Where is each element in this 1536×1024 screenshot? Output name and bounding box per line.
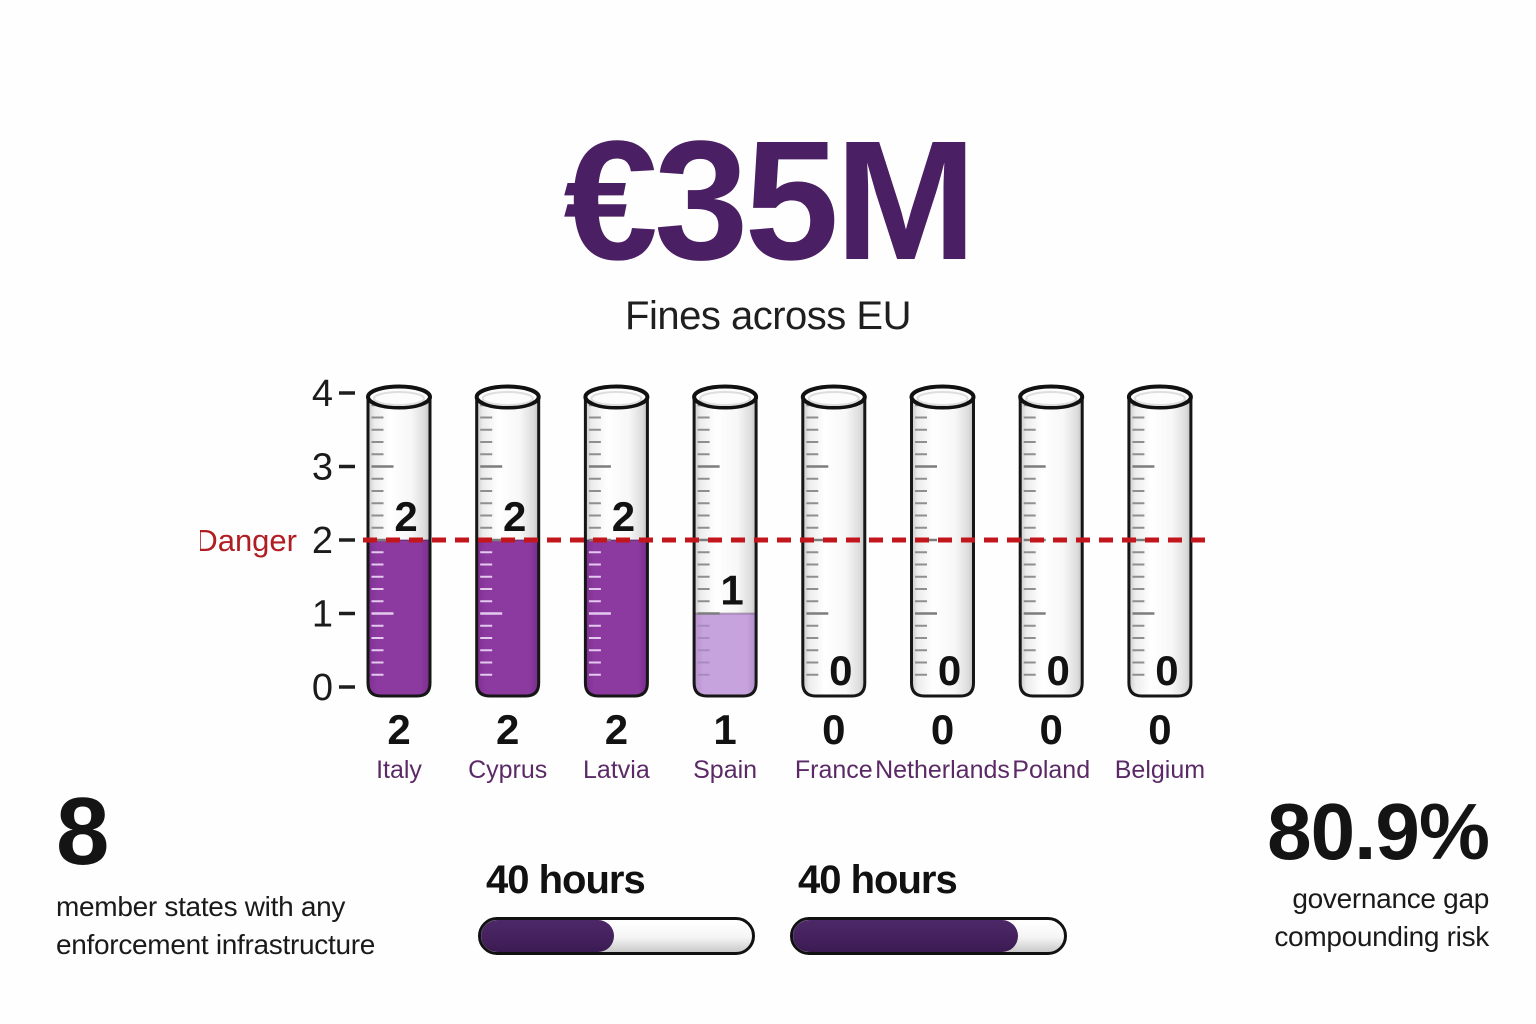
tube-mouth-inner [699, 391, 752, 406]
progress-2-track [790, 917, 1067, 955]
progress-group-2: 40 hours [790, 858, 1067, 955]
country-label: Cyprus [468, 756, 547, 784]
tube-mouth-inner [1025, 391, 1078, 406]
tube-netherlands: 0 0 Netherlands [875, 384, 1010, 784]
stat-governance-gap-line2: compounding risk [1274, 921, 1489, 952]
tube-fill [476, 540, 539, 696]
tube-glass [911, 397, 974, 696]
bar-value-label: 1 [713, 706, 736, 753]
tube-mouth-inner [807, 391, 860, 406]
tube-spain: 1 1 Spain [692, 384, 759, 784]
tube-glass [1128, 397, 1191, 696]
tube-mouth [583, 384, 650, 410]
tube-value-label: 0 [1047, 647, 1070, 694]
tube-outline [583, 397, 649, 698]
tube-mouth [474, 384, 541, 410]
tube-mouth-inner [481, 391, 534, 406]
tube-glass [802, 397, 865, 696]
tube-mouth-inner [1133, 391, 1186, 406]
stat-member-states: 8 member states with any enforcement inf… [56, 784, 375, 964]
tube-value-label: 0 [829, 647, 852, 694]
tube-latvia: 2 2 Latvia [583, 384, 650, 784]
country-label: Spain [693, 756, 757, 784]
stat-governance-gap: 80.9% governance gap compounding risk [1267, 787, 1490, 956]
headline-value: €35M [563, 106, 976, 296]
tube-value-label: 0 [1155, 647, 1178, 694]
y-axis-label-4: 4 [312, 373, 333, 415]
tube-mouth [800, 384, 867, 410]
tube-mouth [1018, 384, 1085, 410]
tube-mouth [692, 384, 759, 410]
tube-fill [585, 540, 648, 696]
bar-value-label: 0 [1040, 706, 1063, 753]
tube-fill [368, 540, 430, 696]
headline-subtitle: Fines across EU [625, 294, 911, 338]
y-axis-label-0: 0 [312, 667, 333, 709]
progress-group-1: 40 hours [478, 858, 755, 955]
tube-outline [475, 397, 541, 698]
country-label: Poland [1012, 756, 1090, 784]
tube-mouth [366, 384, 432, 410]
country-label: France [795, 756, 873, 784]
stat-governance-gap-value: 80.9% [1267, 787, 1490, 876]
tube-mouth [909, 384, 976, 410]
tube-france: 0 0 France [795, 384, 873, 784]
stat-governance-gap-caption: governance gap compounding risk [1267, 880, 1489, 956]
tube-mouth [1126, 384, 1193, 410]
progress-1-label: 40 hours [486, 858, 646, 902]
bar-value-label: 0 [1148, 706, 1171, 753]
tube-mouth-inner [916, 391, 969, 406]
tube-outline [1127, 397, 1193, 698]
tube-mouth-inner [373, 391, 425, 406]
stat-member-states-line1: member states with any [56, 891, 346, 922]
bar-value-label: 0 [931, 706, 954, 753]
tube-value-label: 2 [612, 493, 635, 540]
tube-poland: 0 0 Poland [1012, 384, 1090, 784]
tube-italy: 2 2 Italy [366, 384, 432, 784]
tube-outline [910, 397, 975, 698]
stat-governance-gap-line1: governance gap [1292, 883, 1489, 914]
country-label: Italy [376, 756, 422, 784]
tube-belgium: 0 0 Belgium [1115, 384, 1205, 784]
progress-1-track [478, 917, 755, 955]
tube-outline [1018, 397, 1084, 698]
tube-value-label: 2 [394, 493, 417, 540]
y-axis-label-2: 2 [312, 520, 333, 562]
test-tube-bar-chart: 4 3 2 1 0 Danger 2 2 Italy 2 2 Cyprus 2 2 Latvia 1 1 Spai… [200, 373, 1213, 784]
danger-label: Danger [200, 523, 297, 558]
country-label: Belgium [1115, 756, 1205, 784]
tube-value-label: 0 [938, 647, 961, 694]
tube-glass [1020, 397, 1083, 696]
tube-value-label: 1 [720, 567, 743, 614]
bar-value-label: 2 [496, 706, 519, 753]
bar-value-label: 2 [387, 706, 410, 753]
country-label: Netherlands [875, 756, 1010, 784]
y-axis-label-3: 3 [312, 447, 333, 489]
y-axis-label-1: 1 [312, 594, 333, 636]
bar-value-label: 2 [605, 706, 628, 753]
tube-outline [692, 397, 758, 698]
progress-2-label: 40 hours [798, 858, 958, 902]
tube-outline [801, 397, 867, 698]
country-label: Latvia [583, 756, 650, 784]
tube-mouth-inner [590, 391, 643, 406]
tube-outline [366, 397, 432, 698]
tube-cyprus: 2 2 Cyprus [468, 384, 547, 784]
bar-value-label: 0 [822, 706, 845, 753]
progress-2-fill [793, 920, 1018, 952]
progress-1-fill [481, 920, 614, 952]
stat-member-states-caption: member states with any enforcement infra… [56, 888, 375, 964]
stat-member-states-value: 8 [56, 778, 109, 885]
stat-member-states-line2: enforcement infrastructure [56, 929, 376, 960]
tube-value-label: 2 [503, 493, 526, 540]
